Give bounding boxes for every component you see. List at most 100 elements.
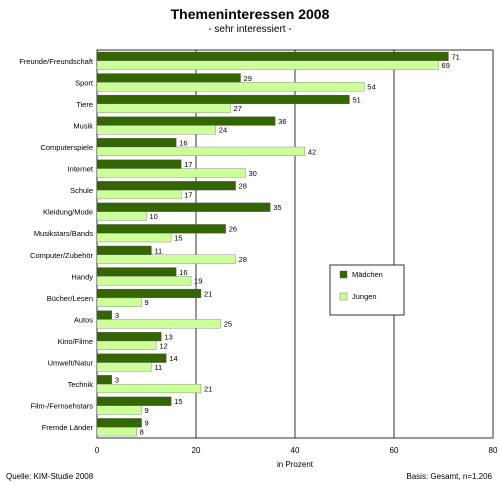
category-label: Computerspiele [40,143,93,152]
chart-subtitle: - sehr interessiert - [208,24,292,35]
category-label: Tiere [76,100,93,109]
bar-jungen [96,254,236,264]
bar-jungen [96,427,137,437]
bar-maedchen [96,418,142,428]
data-label: 21 [204,384,212,393]
bar-jungen [96,383,202,394]
bar-maedchen [96,267,177,277]
data-label: 35 [273,203,281,212]
source-note: Quelle: KIM-Studie 2008 [6,472,94,481]
bar-jungen [96,319,221,329]
legend-swatch [339,292,348,301]
x-tick-label: 0 [95,446,100,455]
data-label: 3 [115,311,119,320]
data-label: 17 [184,190,192,199]
category-label: Internet [68,165,94,174]
legend-label: Jungen [352,292,377,301]
data-label: 54 [367,83,375,92]
bar-maedchen [96,396,172,406]
bar-jungen [96,82,365,92]
category-label: Musik [73,121,93,130]
legend-label: Mädchen [352,270,383,279]
bar-jungen [96,103,231,113]
category-label: Kino/Filme [58,337,93,346]
category-label: Umwelt/Natur [48,359,94,368]
category-label: Film-/Fernsehstars [30,402,93,411]
data-label: 21 [204,289,212,298]
category-label: Schule [70,186,93,195]
bar-maedchen [96,224,226,234]
data-label: 11 [154,363,162,372]
category-label: Kleidung/Mode [43,208,93,217]
data-label: 30 [249,169,257,178]
data-label: 15 [174,234,182,243]
bar-jungen [96,125,216,135]
x-tick-label: 60 [390,446,399,455]
bar-jungen [96,405,142,415]
category-label: Technik [68,380,94,389]
bar-layer [96,51,449,437]
data-label: 10 [150,212,158,221]
x-axis-label: in Prozent [277,460,314,469]
data-label: 69 [442,61,450,70]
bar-jungen [96,276,192,286]
data-label: 16 [179,139,187,148]
legend-swatch [339,270,348,279]
data-label: 27 [234,104,242,113]
data-label: 16 [179,268,187,277]
legend: Mädchen Jungen [329,264,405,316]
bar-maedchen [96,288,202,299]
bar-jungen [96,211,147,221]
bar-jungen [96,340,157,350]
data-label: 9 [145,406,149,415]
data-label: 28 [239,182,247,191]
data-label: 24 [219,126,227,135]
data-label: 12 [159,341,167,350]
bar-jungen [96,60,439,70]
chart-title: Themeninteressen 2008 [170,6,330,22]
bar-maedchen [96,245,152,255]
bar-maedchen [96,181,236,191]
data-label: 13 [164,333,172,342]
bar-maedchen [96,159,182,169]
x-tick-label: 80 [489,446,498,455]
data-label: 17 [184,160,192,169]
bar-maedchen [96,353,167,363]
x-tick-label: 20 [192,446,201,455]
category-label: Autos [74,315,93,324]
data-label: 28 [239,255,247,264]
bar-maedchen [96,202,271,212]
category-label: Computer/Zubehör [30,251,93,260]
bar-maedchen [96,73,241,83]
data-label: 14 [169,354,177,363]
data-label: 3 [115,376,119,385]
x-tick-label: 40 [291,446,300,455]
bar-maedchen [96,138,177,148]
bar-maedchen [96,310,112,320]
data-label: 71 [451,52,459,61]
bar-jungen [96,362,152,372]
data-label: 51 [352,95,360,104]
basis-note: Basis: Gesamt, n=1.206 [406,472,492,481]
data-label: 42 [308,147,316,156]
bar-maedchen [96,332,162,342]
bar-jungen [96,146,306,156]
data-label: 15 [174,397,182,406]
data-label: 25 [224,320,232,329]
grid-layer [96,49,494,439]
data-label: 29 [244,74,252,83]
category-label: Sport [75,78,94,87]
bar-jungen [96,297,142,307]
bar-jungen [96,189,182,200]
data-label: 9 [145,298,149,307]
data-label: 26 [229,225,237,234]
bar-jungen [96,233,172,243]
bar-jungen [96,168,246,178]
category-label: Handy [71,272,93,281]
data-label: 11 [154,246,162,255]
bar-maedchen [96,94,350,105]
data-label: 9 [145,419,149,428]
category-label: Freunde/Freundschaft [19,57,94,66]
